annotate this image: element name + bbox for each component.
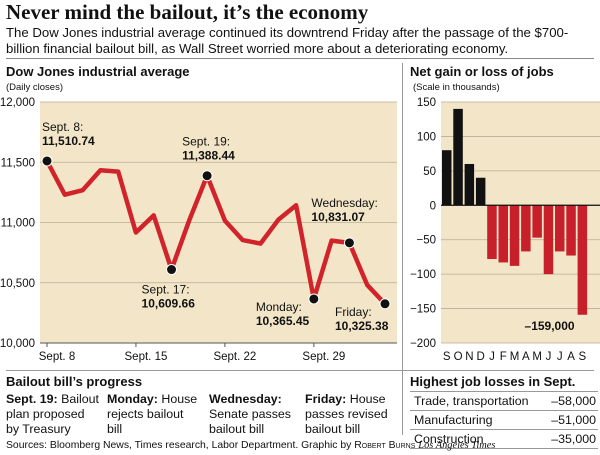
x-tick-label: F bbox=[500, 351, 507, 363]
y-tick-label: 100 bbox=[417, 131, 436, 143]
annotation-value: 10,609.66 bbox=[142, 297, 196, 311]
data-point-marker bbox=[379, 298, 391, 310]
y-tick-label: −50 bbox=[416, 235, 436, 247]
table-row: Manufacturing –51,000 bbox=[410, 411, 598, 430]
sources-line: Sources: Bloomberg News, Times research,… bbox=[6, 440, 496, 451]
intro-divider bbox=[6, 58, 594, 59]
annotation-value: 11,388.44 bbox=[182, 149, 235, 163]
bar bbox=[521, 205, 531, 252]
y-tick-label: 0 bbox=[430, 200, 436, 212]
dow-chart-subtitle: (Daily closes) bbox=[6, 82, 64, 93]
annotation-label: Wednesday: bbox=[311, 196, 378, 210]
column-divider bbox=[402, 63, 403, 435]
bar bbox=[464, 163, 475, 206]
annotation-label: Sept. 17: bbox=[142, 283, 190, 297]
x-tick-label: J bbox=[557, 351, 563, 363]
x-tick-label: M bbox=[532, 351, 542, 363]
annotation-label: Sept. 8: bbox=[42, 120, 83, 134]
chart-panel bbox=[441, 102, 600, 343]
bar bbox=[566, 205, 576, 256]
bar bbox=[487, 205, 497, 259]
x-tick-label: J bbox=[546, 351, 552, 363]
bar bbox=[475, 177, 486, 206]
jobs-chart-title: Net gain or loss of jobs bbox=[410, 64, 554, 79]
x-tick-label: S bbox=[443, 351, 451, 363]
table-row: Trade, transportation –58,000 bbox=[410, 391, 598, 411]
y-tick-label: 12,000 bbox=[0, 97, 35, 109]
bar bbox=[498, 205, 508, 263]
bar bbox=[543, 205, 554, 275]
x-tick-label: N bbox=[465, 351, 473, 363]
annotation-value: 10,325.38 bbox=[335, 319, 389, 333]
x-tick-label: J bbox=[489, 351, 495, 363]
bar bbox=[555, 205, 565, 252]
progress-item: Sept. 19: Bailout plan proposed by Treas… bbox=[6, 392, 99, 436]
x-tick-label: A bbox=[567, 351, 575, 363]
y-tick-label: 10,500 bbox=[0, 278, 35, 290]
x-tick-label: Sept. 8 bbox=[39, 351, 75, 363]
progress-item: Wednesday: Senate passes bailout bill bbox=[209, 392, 291, 436]
progress-title: Bailout bill’s progress bbox=[6, 374, 143, 389]
x-tick-label: Sept. 22 bbox=[213, 351, 256, 363]
annotation-value: 10,365.45 bbox=[256, 314, 310, 328]
y-tick-label: 10,000 bbox=[0, 338, 35, 350]
x-tick-label: S bbox=[579, 351, 587, 363]
data-point-marker bbox=[308, 293, 320, 305]
data-point-marker bbox=[201, 170, 213, 182]
bar bbox=[509, 205, 520, 266]
y-tick-label: 11,000 bbox=[1, 218, 35, 230]
y-tick-label: −200 bbox=[410, 338, 436, 350]
bar bbox=[577, 205, 588, 315]
dow-chart-title: Dow Jones industrial average bbox=[6, 64, 190, 79]
annotation-label: Sept. 19: bbox=[182, 135, 230, 149]
headline: Never mind the bailout, it’s the economy bbox=[6, 0, 369, 24]
x-tick-label: O bbox=[454, 351, 463, 363]
annotation-label: Friday: bbox=[335, 305, 372, 319]
table-row: Construction –35,000 bbox=[410, 430, 598, 449]
y-tick-label: −100 bbox=[410, 269, 436, 281]
losses-title: Highest job losses in Sept. bbox=[410, 374, 576, 389]
y-tick-label: 50 bbox=[423, 166, 436, 178]
x-tick-label: D bbox=[476, 351, 484, 363]
annotation-value: 11,510.74 bbox=[42, 134, 95, 148]
y-tick-label: 11,500 bbox=[1, 157, 35, 169]
progress-item: Friday: House passes revised bailout bil… bbox=[305, 392, 388, 436]
jobs-chart-subtitle: (Scale in thousands) bbox=[413, 82, 500, 93]
bar bbox=[453, 108, 463, 206]
y-tick-label: −150 bbox=[410, 304, 436, 316]
x-tick-label: M bbox=[510, 351, 520, 363]
losses-table: Trade, transportation –58,000 Manufacturi… bbox=[410, 391, 598, 449]
y-tick-label: 150 bbox=[417, 97, 436, 109]
intro-text: The Dow Jones industrial average continu… bbox=[6, 25, 569, 56]
progress-item: Monday: House rejects bailout bill bbox=[107, 392, 198, 436]
dow-series-line bbox=[44, 158, 388, 307]
annotation-label: Monday: bbox=[256, 300, 302, 314]
annotation-value: 10,831.07 bbox=[311, 210, 365, 224]
data-point-marker bbox=[166, 264, 178, 276]
data-point-marker bbox=[343, 237, 355, 249]
x-tick-label: Sept. 29 bbox=[302, 351, 345, 363]
x-tick-label: A bbox=[522, 351, 530, 363]
bar-annotation: –159,000 bbox=[525, 319, 575, 333]
x-tick-label: Sept. 15 bbox=[125, 351, 168, 363]
section-divider bbox=[6, 370, 594, 371]
bar bbox=[442, 150, 452, 206]
data-point-marker bbox=[41, 155, 53, 167]
bar bbox=[532, 205, 542, 238]
